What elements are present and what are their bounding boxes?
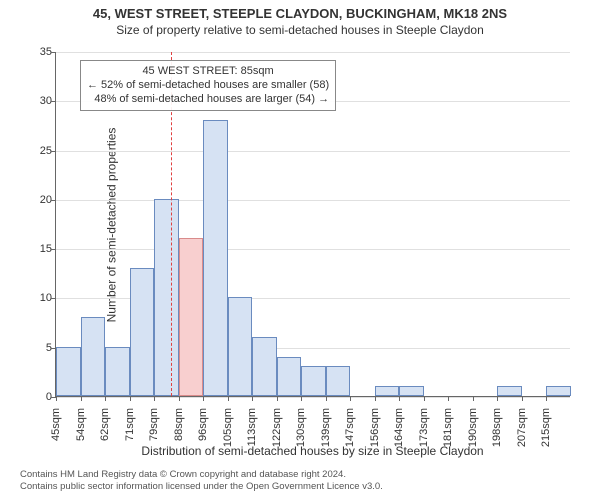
xtick-label: 164sqm (393, 408, 405, 447)
xtick-mark (203, 396, 204, 401)
ytick-mark (51, 101, 56, 102)
xtick-label: 71sqm (124, 408, 136, 441)
bar (154, 199, 179, 396)
bar (375, 386, 400, 396)
xtick-label: 198sqm (491, 408, 503, 447)
annotation-box: 45 WEST STREET: 85sqm← 52% of semi-detac… (80, 60, 336, 111)
xtick-mark (179, 396, 180, 401)
bar (130, 268, 155, 396)
ytick-mark (51, 200, 56, 201)
chart-title-line2: Size of property relative to semi-detach… (0, 21, 600, 37)
xtick-label: 62sqm (99, 408, 111, 441)
xtick-label: 181sqm (442, 408, 454, 447)
xtick-mark (350, 396, 351, 401)
footer-line1: Contains HM Land Registry data © Crown c… (20, 469, 383, 480)
xtick-label: 45sqm (50, 408, 62, 441)
chart-container: 45, WEST STREET, STEEPLE CLAYDON, BUCKIN… (0, 0, 600, 500)
bar (252, 337, 277, 396)
xtick-mark (130, 396, 131, 401)
xtick-label: 122sqm (271, 408, 283, 447)
bar (56, 347, 81, 396)
footer-line2: Contains public sector information licen… (20, 481, 383, 492)
xtick-mark (546, 396, 547, 401)
ytick-mark (51, 151, 56, 152)
footer-attribution: Contains HM Land Registry data © Crown c… (20, 469, 383, 492)
xtick-label: 147sqm (344, 408, 356, 447)
xtick-label: 130sqm (295, 408, 307, 447)
annotation-line2: ← 52% of semi-detached houses are smalle… (87, 79, 329, 93)
bar (277, 357, 302, 396)
bar (81, 317, 106, 396)
bar (497, 386, 522, 396)
bar (546, 386, 571, 396)
xtick-mark (154, 396, 155, 401)
xtick-label: 105sqm (222, 408, 234, 447)
xtick-mark (81, 396, 82, 401)
bar (399, 386, 424, 396)
xtick-mark (448, 396, 449, 401)
gridline (56, 52, 570, 53)
xtick-label: 113sqm (246, 408, 258, 446)
xtick-mark (56, 396, 57, 401)
xtick-label: 156sqm (369, 408, 381, 447)
xtick-label: 139sqm (320, 408, 332, 447)
xtick-mark (424, 396, 425, 401)
bar (228, 297, 253, 396)
ytick-mark (51, 52, 56, 53)
annotation-line1: 45 WEST STREET: 85sqm (87, 65, 329, 79)
xtick-mark (497, 396, 498, 401)
plot-area: 0510152025303545sqm54sqm62sqm71sqm79sqm8… (55, 52, 570, 397)
xtick-mark (326, 396, 327, 401)
xtick-label: 207sqm (516, 408, 528, 447)
xtick-mark (473, 396, 474, 401)
xtick-mark (399, 396, 400, 401)
bar-highlight (179, 238, 204, 396)
bar (326, 366, 351, 396)
gridline (56, 397, 570, 398)
xtick-mark (522, 396, 523, 401)
gridline (56, 200, 570, 201)
xtick-label: 190sqm (467, 408, 479, 447)
xtick-label: 96sqm (197, 408, 209, 441)
xtick-mark (252, 396, 253, 401)
chart-title-line1: 45, WEST STREET, STEEPLE CLAYDON, BUCKIN… (0, 0, 600, 21)
ytick-mark (51, 249, 56, 250)
bar (301, 366, 326, 396)
gridline (56, 249, 570, 250)
bar (203, 120, 228, 396)
ytick-mark (51, 298, 56, 299)
xtick-mark (277, 396, 278, 401)
xtick-label: 215sqm (540, 408, 552, 447)
xtick-label: 54sqm (75, 408, 87, 441)
x-axis-label: Distribution of semi-detached houses by … (55, 444, 570, 458)
xtick-label: 88sqm (173, 408, 185, 441)
xtick-label: 79sqm (148, 408, 160, 441)
xtick-mark (375, 396, 376, 401)
xtick-label: 173sqm (418, 408, 430, 447)
xtick-mark (105, 396, 106, 401)
gridline (56, 151, 570, 152)
annotation-line3: 48% of semi-detached houses are larger (… (87, 93, 329, 107)
xtick-mark (301, 396, 302, 401)
bar (105, 347, 130, 396)
xtick-mark (228, 396, 229, 401)
